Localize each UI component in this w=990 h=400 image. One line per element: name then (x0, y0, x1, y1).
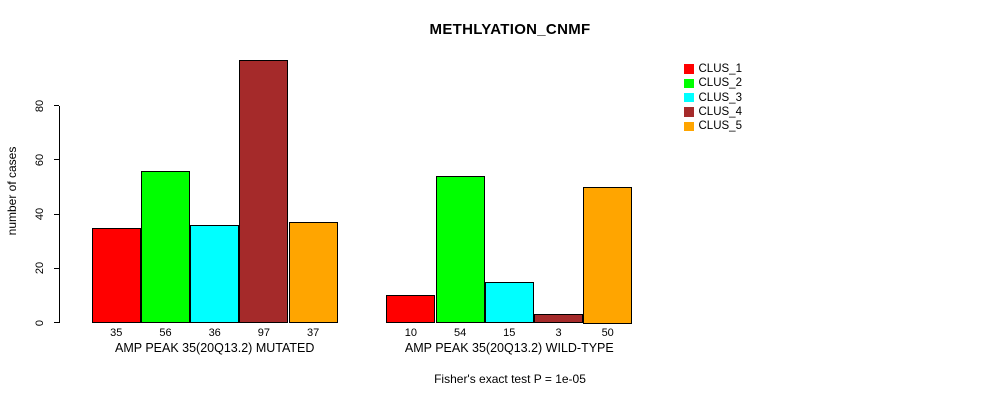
bar-clus_5 (288, 222, 338, 324)
bar-value-label: 35 (110, 326, 123, 339)
bar-value-label: 15 (503, 326, 516, 339)
legend-item: CLUS_5 (684, 119, 742, 133)
y-axis-tick-label: 40 (34, 207, 46, 221)
legend-swatch-clus_2 (684, 78, 694, 89)
legend-swatch-clus_3 (684, 92, 694, 103)
legend-swatch-clus_1 (684, 64, 694, 74)
y-axis-tick-label: 60 (34, 153, 46, 167)
legend-item: CLUS_1 (684, 62, 742, 76)
y-axis-tick-label: 0 (34, 319, 46, 326)
bar-value-label: 3 (555, 326, 562, 339)
bar-clus_4 (239, 59, 289, 324)
legend-item: CLUS_4 (684, 105, 742, 119)
bar-value-label: 50 (601, 326, 614, 339)
legend-label: CLUS_3 (698, 91, 742, 104)
legend-swatch-clus_4 (684, 107, 694, 117)
bar-value-label: 37 (306, 326, 320, 339)
bar-value-label: 10 (404, 326, 418, 339)
legend-item: CLUS_3 (684, 91, 742, 105)
y-axis-tick (54, 267, 59, 269)
chart-title: METHLYATION_CNMF (429, 21, 591, 38)
fisher-test-annotation: Fisher's exact test P = 1e-05 (434, 372, 586, 386)
legend-label: CLUS_1 (698, 63, 742, 76)
bar-value-label: 56 (159, 326, 172, 339)
y-axis-tick (54, 105, 59, 107)
bar-value-label: 36 (208, 326, 221, 339)
bar-clus_3 (190, 224, 240, 324)
legend-swatch-clus_5 (684, 121, 694, 132)
y-axis-tick-label: 20 (34, 262, 46, 275)
y-axis-tick-label: 80 (34, 99, 46, 112)
group-label: AMP PEAK 35(20Q13.2) MUTATED (115, 341, 315, 355)
bar-value-label: 97 (257, 326, 271, 339)
bar-clus_3 (484, 281, 534, 324)
bar-clus_1 (386, 295, 436, 324)
y-axis-tick (54, 159, 59, 161)
group-label: AMP PEAK 35(20Q13.2) WILD-TYPE (404, 341, 614, 355)
bar-clus_2 (140, 170, 191, 324)
y-axis-tick (54, 213, 59, 215)
bar-clus_2 (435, 176, 485, 324)
bar-clus_4 (533, 314, 584, 324)
legend-label: CLUS_4 (698, 106, 742, 119)
y-axis-tick (54, 322, 59, 323)
bar-clus_5 (583, 187, 633, 324)
legend-item: CLUS_2 (684, 76, 742, 90)
bar-value-label: 54 (453, 326, 467, 339)
legend-label: CLUS_2 (698, 77, 742, 90)
legend: CLUS_1 CLUS_2 CLUS_3 CLUS_4 CLUS_5 (684, 62, 742, 133)
bar-clus_1 (91, 227, 141, 324)
y-axis-line (59, 105, 60, 324)
legend-label: CLUS_5 (698, 120, 742, 133)
